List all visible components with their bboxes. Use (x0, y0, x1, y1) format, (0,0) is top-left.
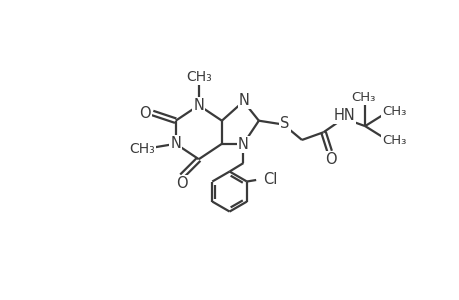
Text: CH₃: CH₃ (185, 70, 211, 84)
Text: N: N (237, 137, 248, 152)
Text: CH₃: CH₃ (129, 142, 154, 156)
Text: N: N (193, 98, 204, 113)
Text: O: O (139, 106, 151, 121)
Text: O: O (325, 152, 336, 167)
Text: CH₃: CH₃ (351, 91, 375, 104)
Text: CH₃: CH₃ (381, 105, 406, 118)
Text: N: N (170, 136, 181, 151)
Text: CH₃: CH₃ (381, 134, 406, 147)
Text: S: S (280, 116, 289, 130)
Text: Cl: Cl (262, 172, 277, 188)
Text: O: O (176, 176, 187, 191)
Text: HN: HN (333, 108, 354, 123)
Text: N: N (238, 93, 249, 108)
